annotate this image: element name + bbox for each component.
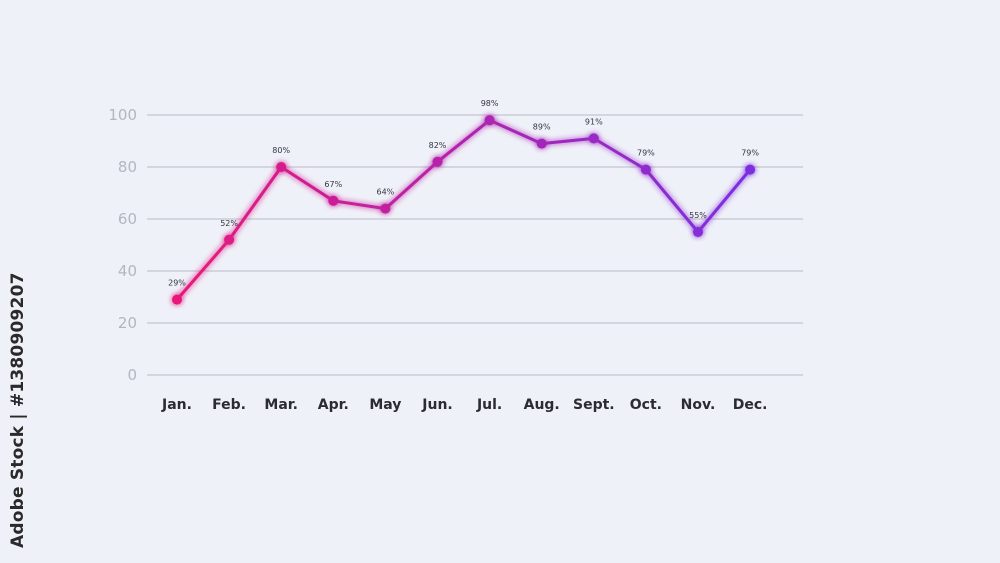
data-point (693, 227, 703, 237)
y-tick-label: 80 (118, 158, 137, 176)
data-point (172, 294, 182, 305)
stock-watermark-text: Adobe Stock | #1380909207 (8, 272, 28, 548)
data-label: 64% (377, 188, 395, 197)
x-tick-label: Sept. (573, 397, 615, 413)
x-tick-label: Aug. (524, 397, 560, 413)
data-label: 52% (220, 219, 238, 228)
data-label: 79% (741, 149, 759, 158)
data-point (380, 203, 391, 214)
data-point (276, 162, 287, 172)
data-label: 29% (168, 279, 186, 288)
data-point (328, 195, 339, 206)
y-tick-label: 40 (118, 262, 137, 280)
x-tick-label: Oct. (630, 397, 662, 413)
data-label: 80% (272, 146, 290, 155)
y-tick-label: 60 (118, 210, 137, 228)
x-tick-label: Jul. (476, 397, 502, 413)
data-label: 82% (429, 141, 447, 150)
y-tick-label: 20 (118, 314, 137, 332)
x-tick-label: Jun. (421, 397, 452, 413)
x-axis-ticks: Jan. Feb. Mar. Apr. May Jun. Jul. Aug. Sept. Oct.… (161, 397, 767, 413)
x-tick-label: Dec. (733, 397, 768, 413)
data-point (224, 234, 235, 245)
data-label: 89% (533, 123, 551, 132)
data-point (640, 164, 651, 175)
x-tick-label: Apr. (318, 397, 349, 413)
x-tick-label: Mar. (264, 397, 298, 413)
data-point (536, 138, 547, 149)
data-points (172, 115, 756, 305)
series-line (175, 118, 752, 302)
data-label: 55% (689, 211, 707, 220)
series-polyline (175, 118, 752, 302)
data-label: 67% (324, 180, 342, 189)
data-point (745, 164, 756, 175)
data-label: 98% (481, 99, 499, 108)
y-tick-label: 100 (108, 106, 137, 124)
grid-lines (147, 114, 803, 376)
x-tick-label: May (369, 397, 401, 413)
y-axis-ticks: 0 20 40 60 80 100 (108, 106, 137, 384)
x-tick-label: Feb. (212, 397, 246, 413)
y-tick-label: 0 (127, 366, 137, 384)
x-tick-label: Jan. (161, 397, 192, 413)
data-point (588, 133, 599, 144)
x-tick-label: Nov. (681, 397, 716, 413)
data-label: 91% (585, 117, 603, 126)
data-labels: 29% 52% 80% 67% 64% 82% 98% 89% 91% 79% 55% 79% (168, 99, 759, 287)
data-label: 79% (637, 149, 655, 158)
data-point (432, 156, 443, 167)
data-point (484, 115, 495, 126)
